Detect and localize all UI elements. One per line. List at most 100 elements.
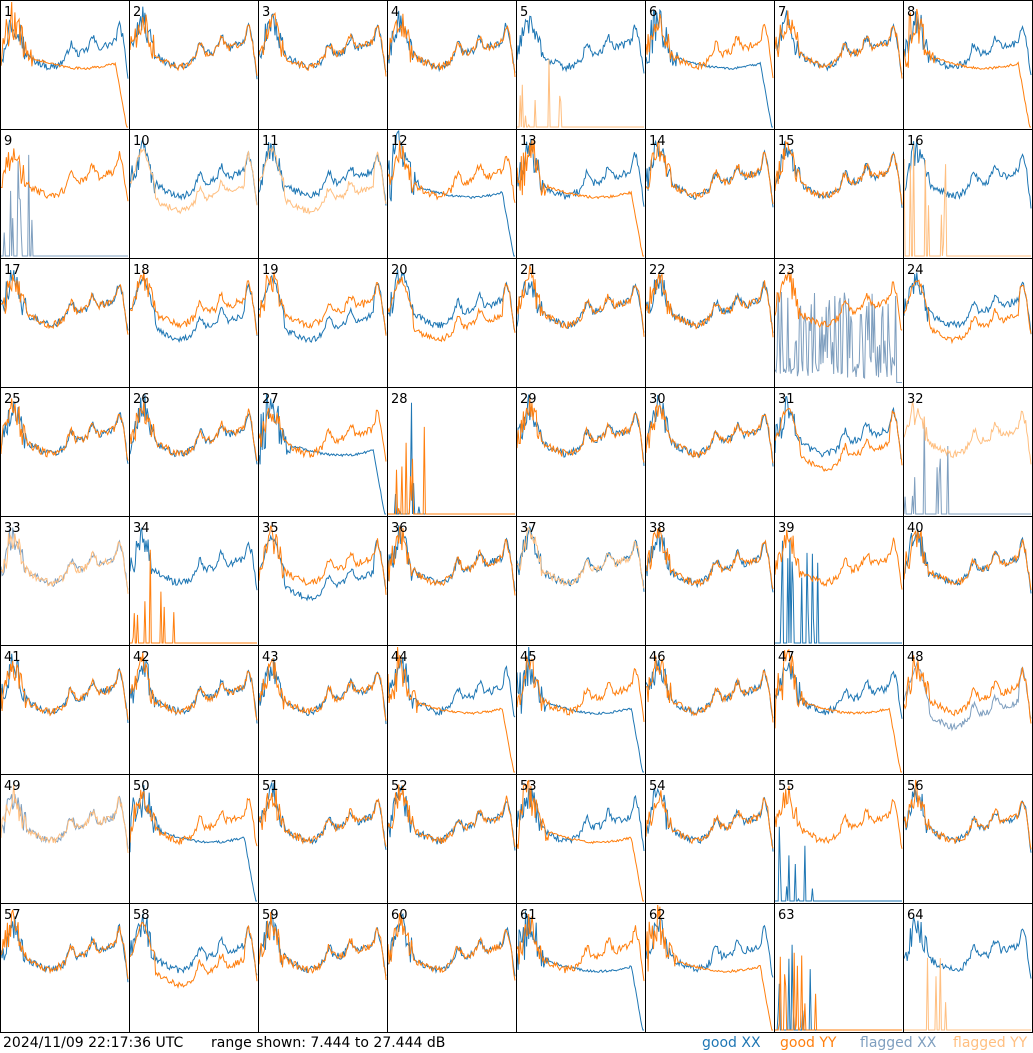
panel-32-xx-line [903, 420, 1031, 515]
panel-24-yy-line [903, 279, 1032, 345]
panel-30-yy-line [645, 403, 774, 464]
panel-3-number: 3 [262, 5, 270, 20]
panel-19-xx-line [258, 274, 387, 344]
range-shown-label: range shown: 7.444 to 27.444 dB [211, 1035, 446, 1051]
panel-21-xx-line [516, 281, 645, 333]
panel-21-number: 21 [520, 263, 537, 278]
panel-25-xx-line [0, 401, 129, 464]
panel-15-yy-line [774, 139, 903, 205]
panel-11-yy-line [258, 145, 387, 215]
panel-51-number: 51 [262, 779, 279, 794]
panel-44-xx-line [387, 656, 516, 718]
panel-46-xx-line [645, 659, 774, 719]
panel-27-number: 27 [262, 392, 279, 407]
panel-55-yy-line [774, 785, 903, 849]
panel-47-xx-line [774, 662, 903, 719]
panel-20: 20 [387, 263, 516, 343]
panel-58-xx-line [129, 913, 258, 976]
panel-48-yy-line [903, 655, 1032, 724]
panel-39-yy-line [774, 529, 903, 590]
panel-6-number: 6 [649, 5, 657, 20]
panel-60: 60 [387, 908, 516, 981]
panel-1-yy-line [0, 1, 128, 128]
panel-56: 56 [903, 779, 1032, 853]
panel-19: 19 [258, 263, 387, 344]
panel-4-number: 4 [391, 5, 399, 20]
panel-9-yy-line [0, 148, 129, 202]
panel-35-xx-line [258, 534, 387, 602]
panel-4: 4 [387, 5, 516, 78]
panel-59-yy-line [258, 911, 387, 981]
panel-5-yy-line [517, 59, 644, 128]
panel-2-number: 2 [133, 5, 141, 20]
panel-11-number: 11 [262, 134, 279, 149]
panel-53-yy-line [516, 779, 644, 902]
panel-5-xx-line [516, 15, 645, 74]
panel-61-xx-line [516, 910, 644, 1031]
panel-52-number: 52 [391, 779, 408, 794]
panel-60-xx-line [387, 912, 516, 977]
panel-2: 2 [129, 5, 258, 80]
panel-36-number: 36 [391, 521, 408, 536]
panel-31-number: 31 [778, 392, 795, 407]
panel-26: 26 [129, 392, 258, 465]
legend-good-xx: good XX [702, 1035, 761, 1051]
panel-29: 29 [516, 392, 645, 466]
panel-40-yy-line [903, 529, 1032, 591]
panel-27: 27 [258, 392, 387, 515]
panel-33-yy-line [0, 533, 129, 594]
panel-12-yy-line [387, 140, 516, 204]
panel-54: 54 [645, 779, 774, 852]
panel-16-xx-line [903, 140, 1032, 209]
panel-41-xx-line [0, 653, 129, 724]
panel-19-number: 19 [262, 263, 279, 278]
panel-40: 40 [903, 521, 1032, 594]
panel-53: 53 [516, 779, 645, 902]
panel-62-number: 62 [649, 908, 666, 923]
panel-53-xx-line [516, 788, 645, 852]
panel-9-xx-line [1, 154, 128, 257]
panel-51-yy-line [258, 788, 387, 847]
panel-43: 43 [258, 650, 387, 725]
panel-57: 57 [0, 908, 129, 983]
panel-43-yy-line [258, 658, 387, 721]
timestamp: 2024/11/09 22:17:36 UTC [3, 1035, 184, 1051]
panel-20-number: 20 [391, 263, 408, 278]
panel-23-yy-line [774, 270, 903, 331]
panel-16: 16 [903, 134, 1032, 257]
panel-39-xx-line [775, 538, 902, 644]
panel-42-number: 42 [133, 650, 150, 665]
panel-44-number: 44 [391, 650, 408, 665]
panel-20-yy-line [387, 276, 516, 343]
panel-15: 15 [774, 134, 903, 208]
panel-8-yy-line [903, 8, 1031, 128]
panel-24-number: 24 [907, 263, 924, 278]
panel-49-yy-line [0, 783, 129, 854]
panel-30: 30 [645, 392, 774, 467]
panel-18: 18 [129, 263, 258, 343]
panel-28-yy-line [388, 426, 515, 515]
panel-24-xx-line [903, 272, 1032, 335]
panel-46: 46 [645, 650, 774, 723]
panel-35: 35 [258, 521, 387, 602]
panel-10: 10 [129, 134, 258, 215]
panel-13: 13 [516, 134, 645, 257]
footer-bar: 2024/11/09 22:17:36 UTC range shown: 7.4… [0, 1033, 1033, 1053]
panel-64-xx-line [903, 917, 1032, 979]
panel-12-number: 12 [391, 134, 408, 149]
panel-46-yy-line [645, 655, 774, 723]
panel-42-xx-line [129, 660, 258, 724]
panel-34-yy-line [130, 549, 257, 644]
panel-10-yy-line [129, 148, 258, 215]
panel-37-number: 37 [520, 521, 537, 536]
panel-3: 3 [258, 5, 387, 77]
panel-1: 1 [0, 1, 129, 128]
panel-57-yy-line [0, 909, 129, 979]
panel-49: 49 [0, 779, 129, 854]
panel-52-xx-line [387, 785, 516, 851]
panel-60-yy-line [387, 912, 516, 981]
panel-36-yy-line [387, 526, 516, 596]
panel-40-number: 40 [907, 521, 924, 536]
panel-43-xx-line [258, 658, 387, 725]
panel-64-yy-line [904, 957, 1031, 1031]
